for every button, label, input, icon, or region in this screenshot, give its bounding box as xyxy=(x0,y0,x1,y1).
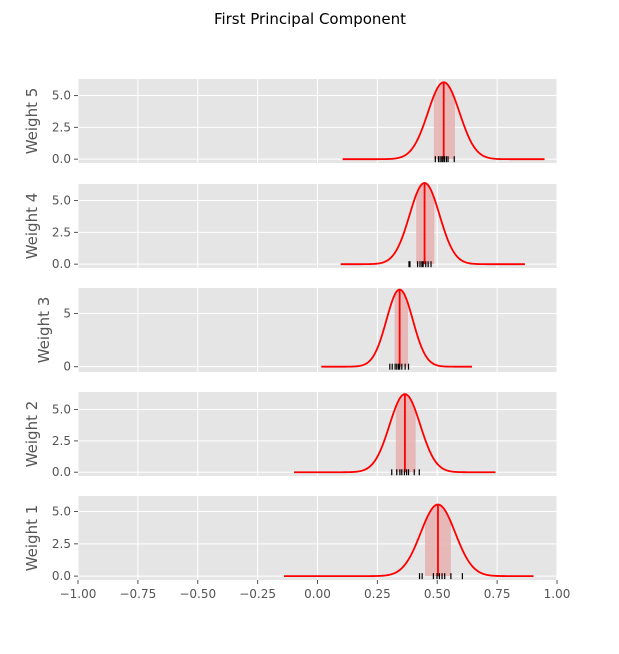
x-tick-label-7: 0.75 xyxy=(484,587,511,601)
y-tick-label-2: 5.0 xyxy=(52,403,71,417)
y-axis-label: Weight 1 xyxy=(23,505,41,572)
density-curve xyxy=(294,393,496,474)
density-curve xyxy=(340,182,525,266)
y-tick-label-2: 5.0 xyxy=(52,89,71,103)
x-axis: −1.00 −0.75 −0.50 −0.25 0.00 0.25 0.50 0.75 1.00 xyxy=(60,580,571,601)
interval-band xyxy=(394,289,409,367)
x-tick-label-3: −0.25 xyxy=(239,587,276,601)
y-tick-label-0: 0.0 xyxy=(52,465,71,479)
x-tick-label-6: 0.50 xyxy=(424,587,451,601)
y-axis-label: Weight 5 xyxy=(23,88,41,155)
x-tick-label-5: 0.25 xyxy=(364,587,391,601)
x-tick-label-1: −0.75 xyxy=(119,587,156,601)
y-tick-label-2: 5.0 xyxy=(52,505,71,519)
x-tick-label-4: 0.00 xyxy=(304,587,331,601)
y-tick-label-0: 0.0 xyxy=(52,152,71,166)
panel-2: 0.0 2.5 5.0 Weight 4 xyxy=(23,182,558,271)
y-tick-label-1: 2.5 xyxy=(52,225,71,239)
panel-3: 0 5 Weight 3 xyxy=(35,288,558,374)
panel-1: 0.0 2.5 5.0 Weight 5 xyxy=(23,79,558,166)
x-tick-label-2: −0.50 xyxy=(179,587,216,601)
y-axis-label: Weight 3 xyxy=(35,297,53,364)
y-tick-label-0: 0.0 xyxy=(52,257,71,271)
y-axis-label: Weight 4 xyxy=(23,193,41,260)
density-curve xyxy=(283,503,534,578)
y-tick-label-1: 5 xyxy=(63,307,71,321)
y-tick-label-1: 2.5 xyxy=(52,537,71,551)
y-tick-label-1: 2.5 xyxy=(52,434,71,448)
density-curve xyxy=(321,288,472,368)
panel-5: 0.0 2.5 5.0 Weight 1 xyxy=(23,496,558,583)
y-tick-label-1: 2.5 xyxy=(52,120,71,134)
x-tick-label-8: 1.00 xyxy=(544,587,571,601)
chart-title: First Principal Component xyxy=(214,10,406,28)
density-curve xyxy=(342,81,545,161)
panel-4: 0.0 2.5 5.0 Weight 2 xyxy=(23,392,558,479)
x-tick-label-0: −1.00 xyxy=(60,587,97,601)
y-axis-label: Weight 2 xyxy=(23,401,41,468)
y-tick-label-0: 0 xyxy=(63,360,71,374)
y-tick-label-2: 5.0 xyxy=(52,194,71,208)
panels: 0.0 2.5 5.0 Weight 5 0.0 2.5 5.0 Weight 4 0 5 Weig… xyxy=(23,79,558,583)
y-tick-label-0: 0.0 xyxy=(52,569,71,583)
